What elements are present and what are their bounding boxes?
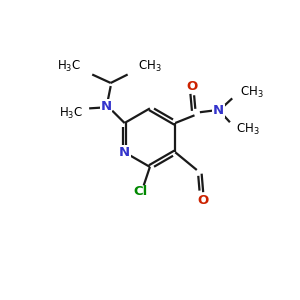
Text: CH$_3$: CH$_3$ (138, 58, 162, 74)
Text: CH$_3$: CH$_3$ (236, 122, 260, 137)
Text: N: N (100, 100, 112, 112)
Text: N: N (119, 146, 130, 159)
Text: O: O (187, 80, 198, 92)
Text: CH$_3$: CH$_3$ (240, 85, 264, 100)
Text: O: O (197, 194, 208, 206)
Text: Cl: Cl (134, 185, 148, 198)
Text: N: N (213, 104, 224, 117)
Text: H$_3$C: H$_3$C (59, 106, 83, 121)
Text: H$_3$C: H$_3$C (57, 58, 81, 74)
